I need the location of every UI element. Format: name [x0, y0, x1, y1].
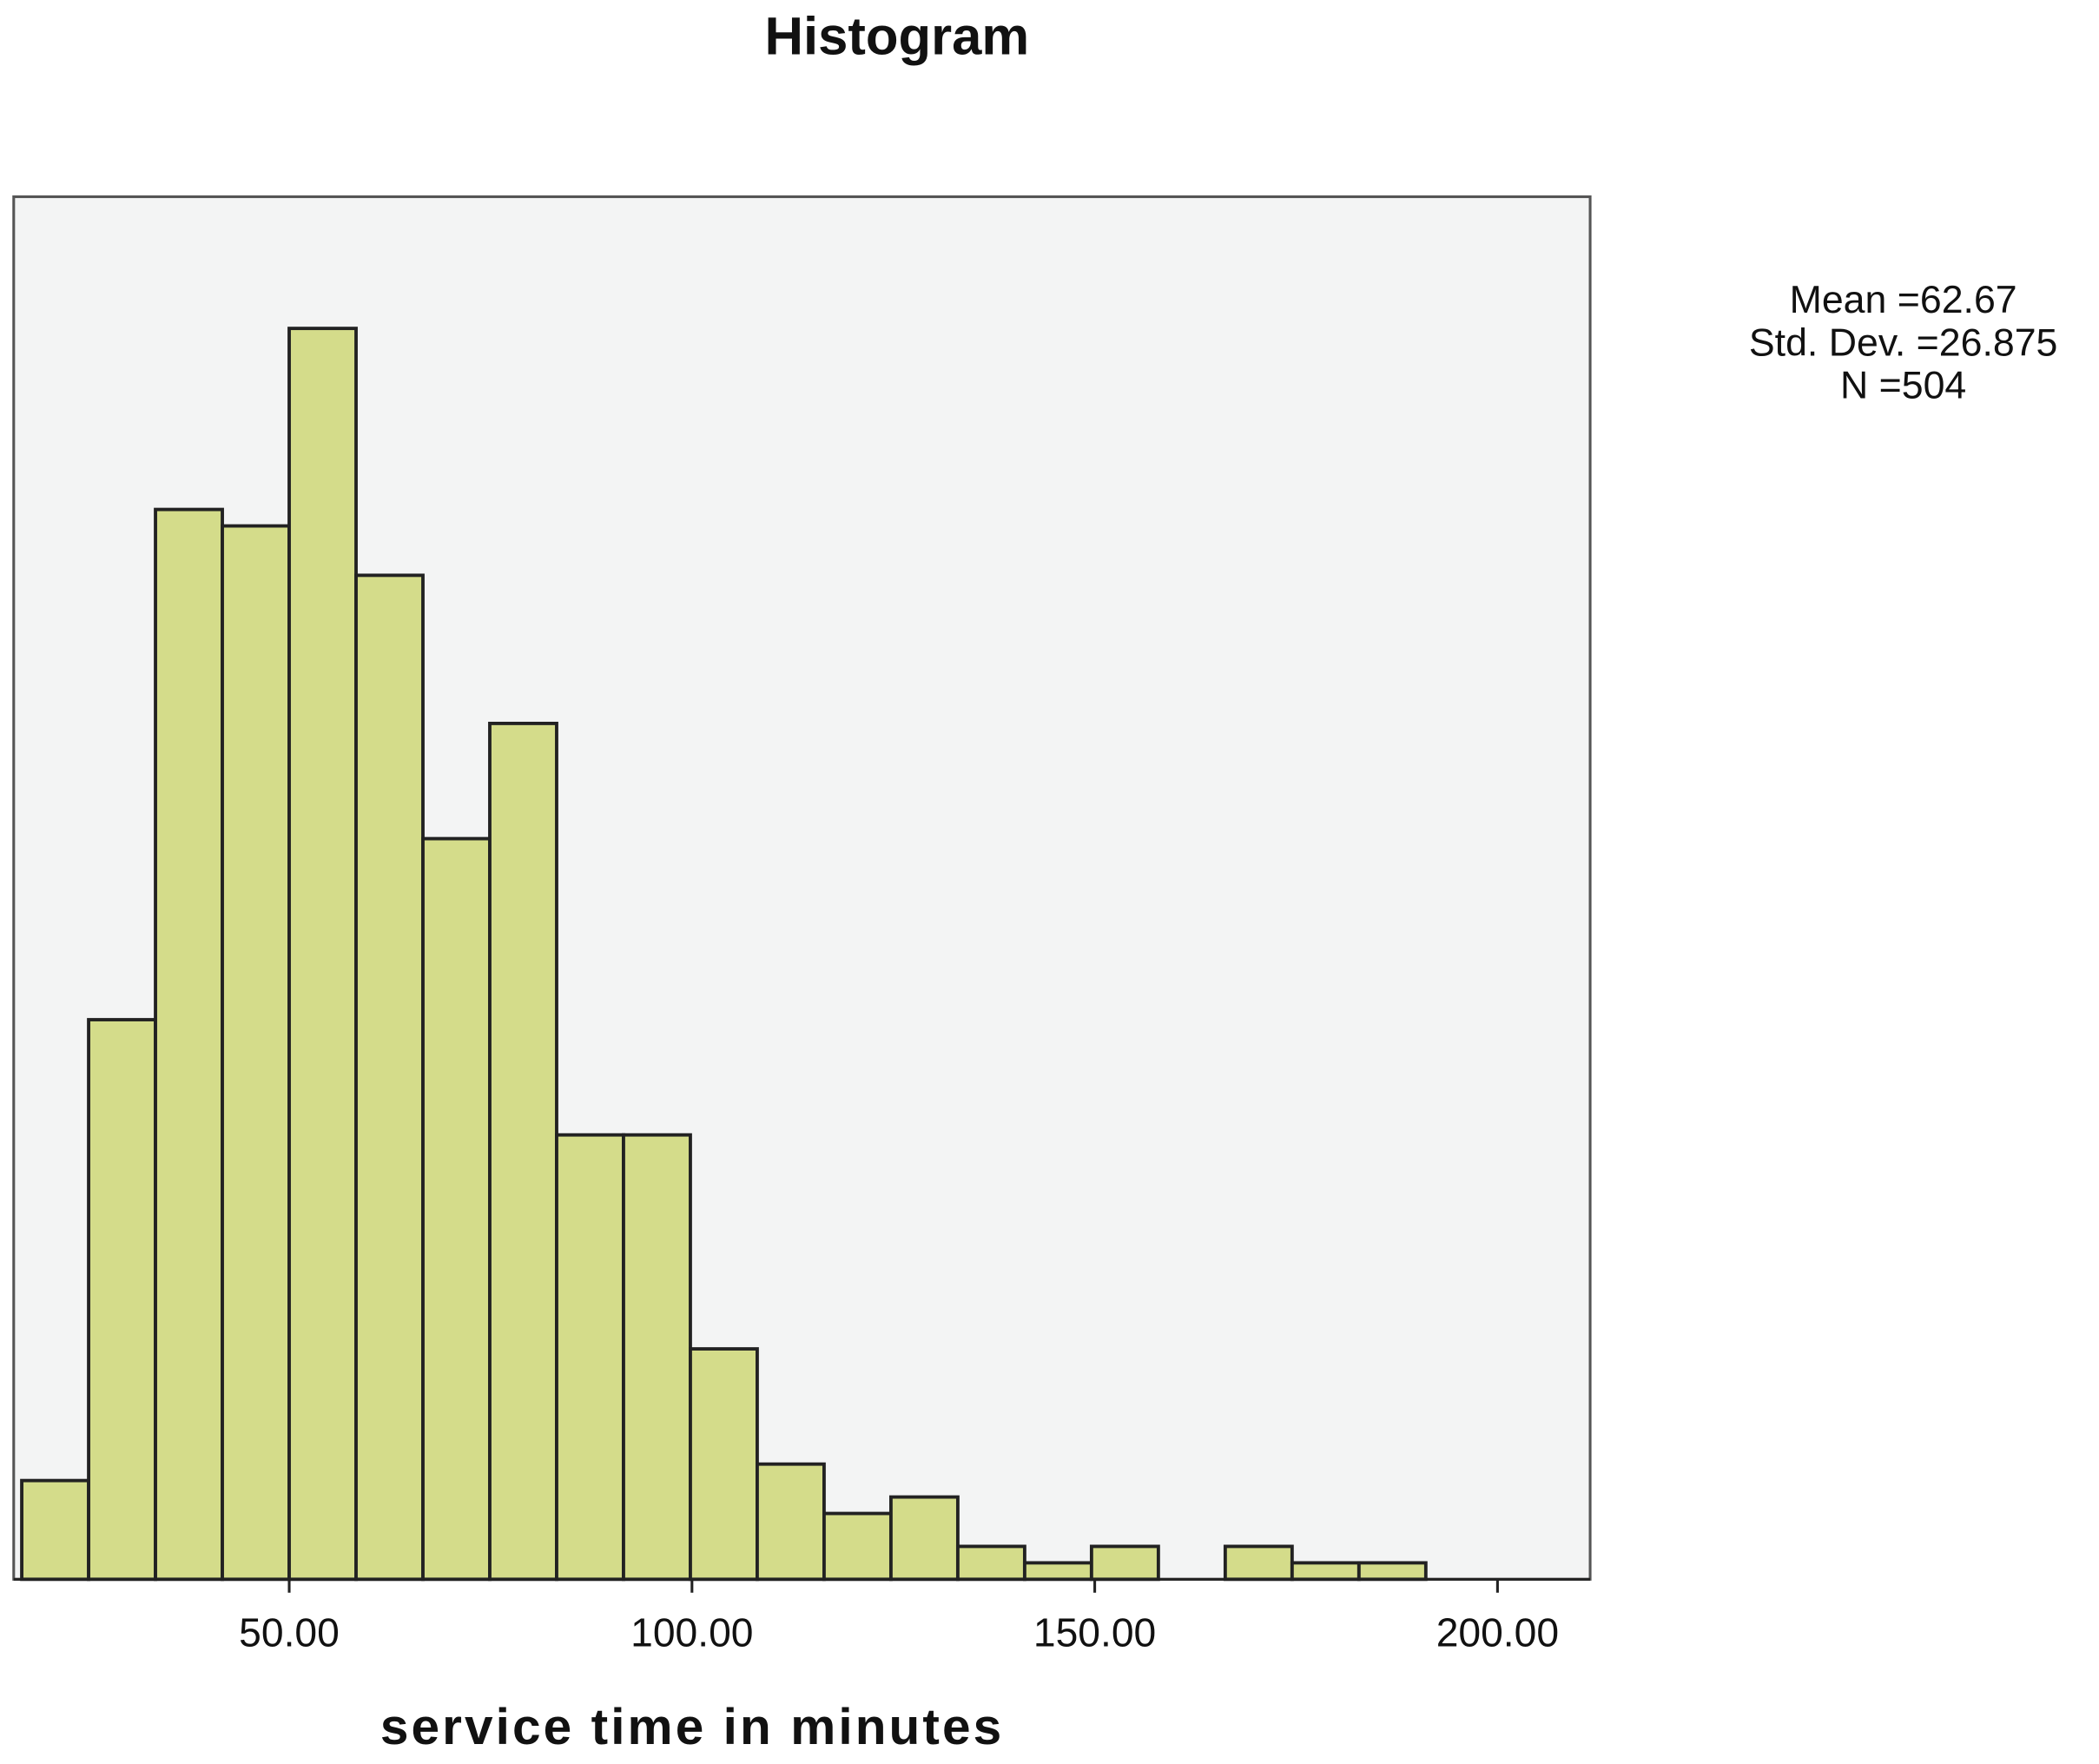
bar [888, 1495, 960, 1582]
bar [822, 1511, 893, 1582]
bar [20, 1478, 90, 1582]
bar [488, 722, 558, 1582]
bar [221, 524, 291, 1582]
bar [87, 1018, 157, 1582]
x-axis-label: service time in minutes [380, 1699, 1004, 1755]
bar [555, 1133, 625, 1582]
bar [287, 327, 358, 1582]
bar [1089, 1544, 1160, 1582]
chart-title: Histogram [764, 7, 1029, 67]
stat-label: N =504 [1840, 365, 1966, 407]
stat-label: Mean =62.67 [1790, 279, 2017, 321]
x-tick-label: 150.00 [1033, 1609, 1156, 1655]
bar [689, 1347, 759, 1582]
bar [1290, 1561, 1361, 1582]
bar [354, 573, 425, 1582]
x-tick-label: 200.00 [1436, 1609, 1559, 1655]
bar [154, 507, 224, 1582]
x-tick-label: 50.00 [239, 1609, 340, 1655]
x-tick-label: 100.00 [630, 1609, 753, 1655]
bar [1356, 1561, 1428, 1582]
bar [421, 836, 492, 1582]
bar [955, 1544, 1026, 1582]
bar [1223, 1544, 1294, 1582]
stat-label: Std. Dev. =26.875 [1749, 321, 2058, 364]
bar [622, 1133, 692, 1582]
bar [756, 1462, 826, 1582]
bar [1022, 1561, 1093, 1582]
